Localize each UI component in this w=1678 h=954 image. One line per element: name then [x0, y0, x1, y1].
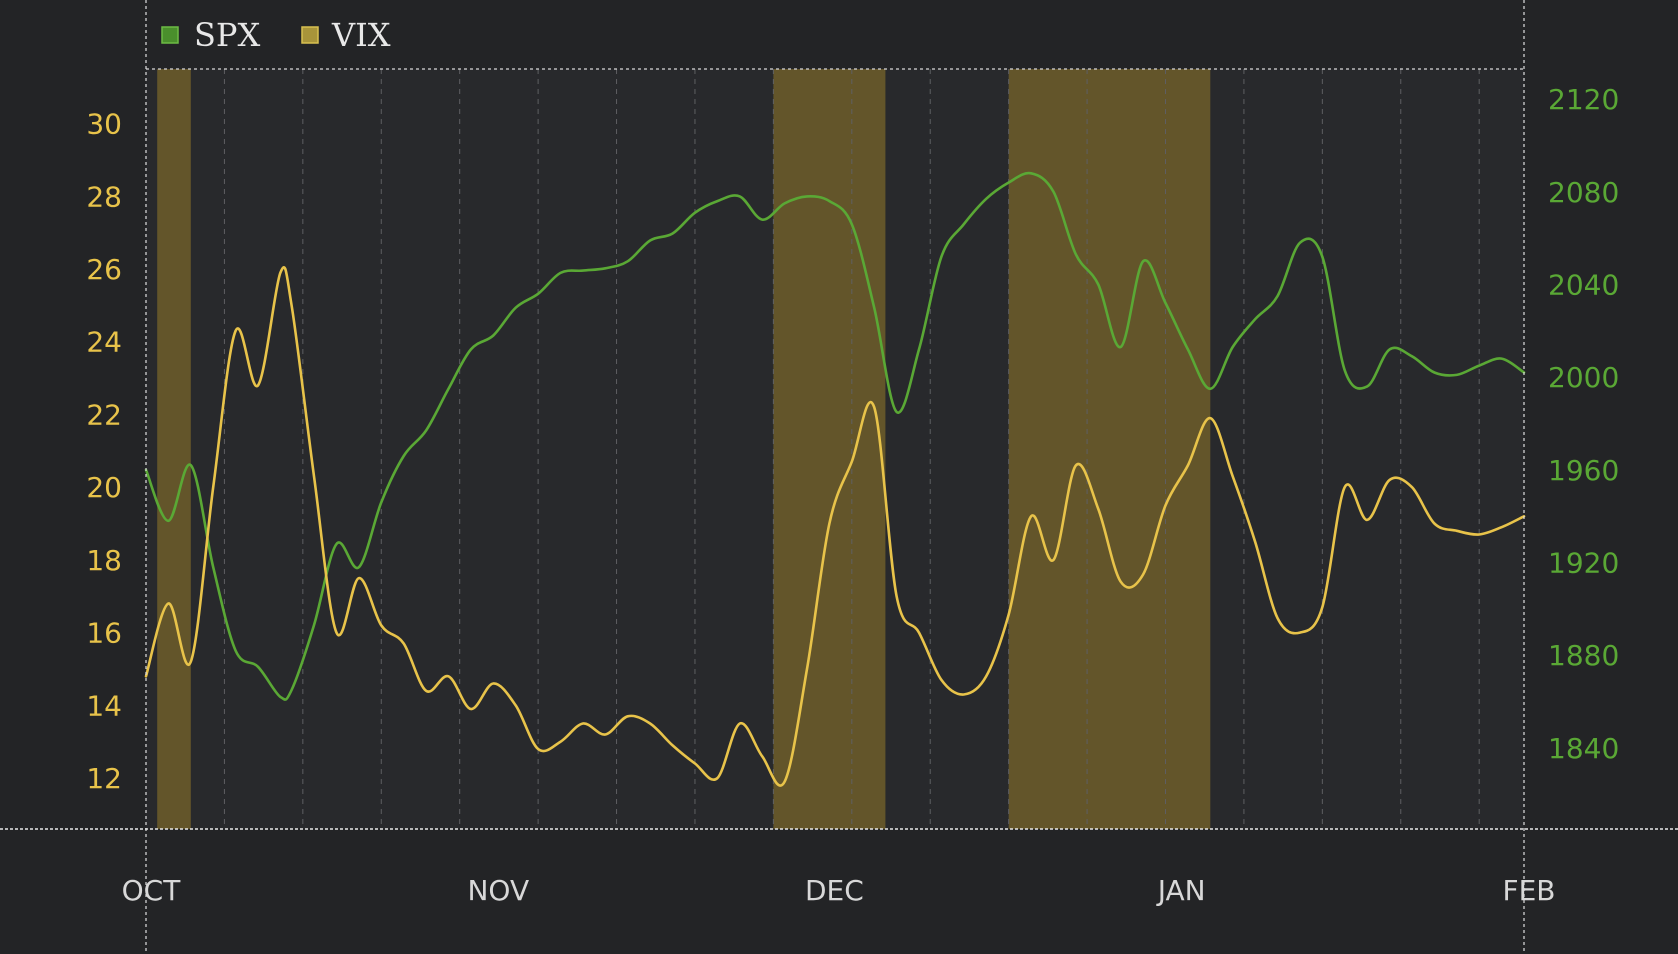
series-line-vix: [144, 266, 1526, 787]
shaded-region-3: [1008, 69, 1211, 829]
shaded-region-1: [157, 69, 191, 829]
shaded-region-2: [773, 69, 886, 829]
legend-swatch-vix: [301, 26, 319, 44]
y-right-tick-2000: 2000: [1548, 361, 1619, 394]
x-tick-feb: FEB: [1502, 874, 1555, 907]
y-right-tick-1840: 1840: [1548, 732, 1619, 765]
y-left-tick-12: 12: [86, 762, 122, 795]
y-right-tick-2120: 2120: [1548, 83, 1619, 116]
y-right-tick-1880: 1880: [1548, 639, 1619, 672]
series-lines: [144, 171, 1526, 787]
x-tick-oct: OCT: [122, 874, 182, 907]
gridlines: [223, 69, 1480, 829]
series-line-spx: [144, 171, 1526, 701]
y-axis-left: 12 14 16 18 20 22 24 26 28 30: [86, 108, 122, 796]
y-left-tick-30: 30: [86, 108, 122, 141]
y-left-tick-24: 24: [86, 326, 122, 359]
legend-swatch-spx: [161, 26, 179, 44]
legend-label-vix: VIX: [331, 16, 391, 54]
y-left-tick-22: 22: [86, 398, 122, 431]
y-right-tick-2080: 2080: [1548, 176, 1619, 209]
y-right-tick-1920: 1920: [1548, 547, 1619, 580]
y-right-tick-2040: 2040: [1548, 268, 1619, 301]
x-axis: OCT NOV DEC JAN FEB: [122, 874, 1556, 907]
y-left-tick-20: 20: [86, 471, 122, 504]
x-tick-nov: NOV: [467, 874, 529, 907]
shaded-regions: [157, 69, 1211, 829]
y-left-tick-18: 18: [86, 544, 122, 577]
y-axis-right: 1840 1880 1920 1960 2000 2040 2080 2120: [1548, 83, 1619, 765]
legend-label-spx: SPX: [194, 16, 260, 54]
y-left-tick-28: 28: [86, 180, 122, 213]
y-left-tick-26: 26: [86, 253, 122, 286]
legend: SPX VIX: [161, 16, 391, 54]
y-left-tick-16: 16: [86, 617, 122, 650]
x-tick-jan: JAN: [1156, 874, 1206, 907]
y-right-tick-1960: 1960: [1548, 454, 1619, 487]
x-tick-dec: DEC: [805, 874, 864, 907]
y-left-tick-14: 14: [86, 689, 122, 722]
